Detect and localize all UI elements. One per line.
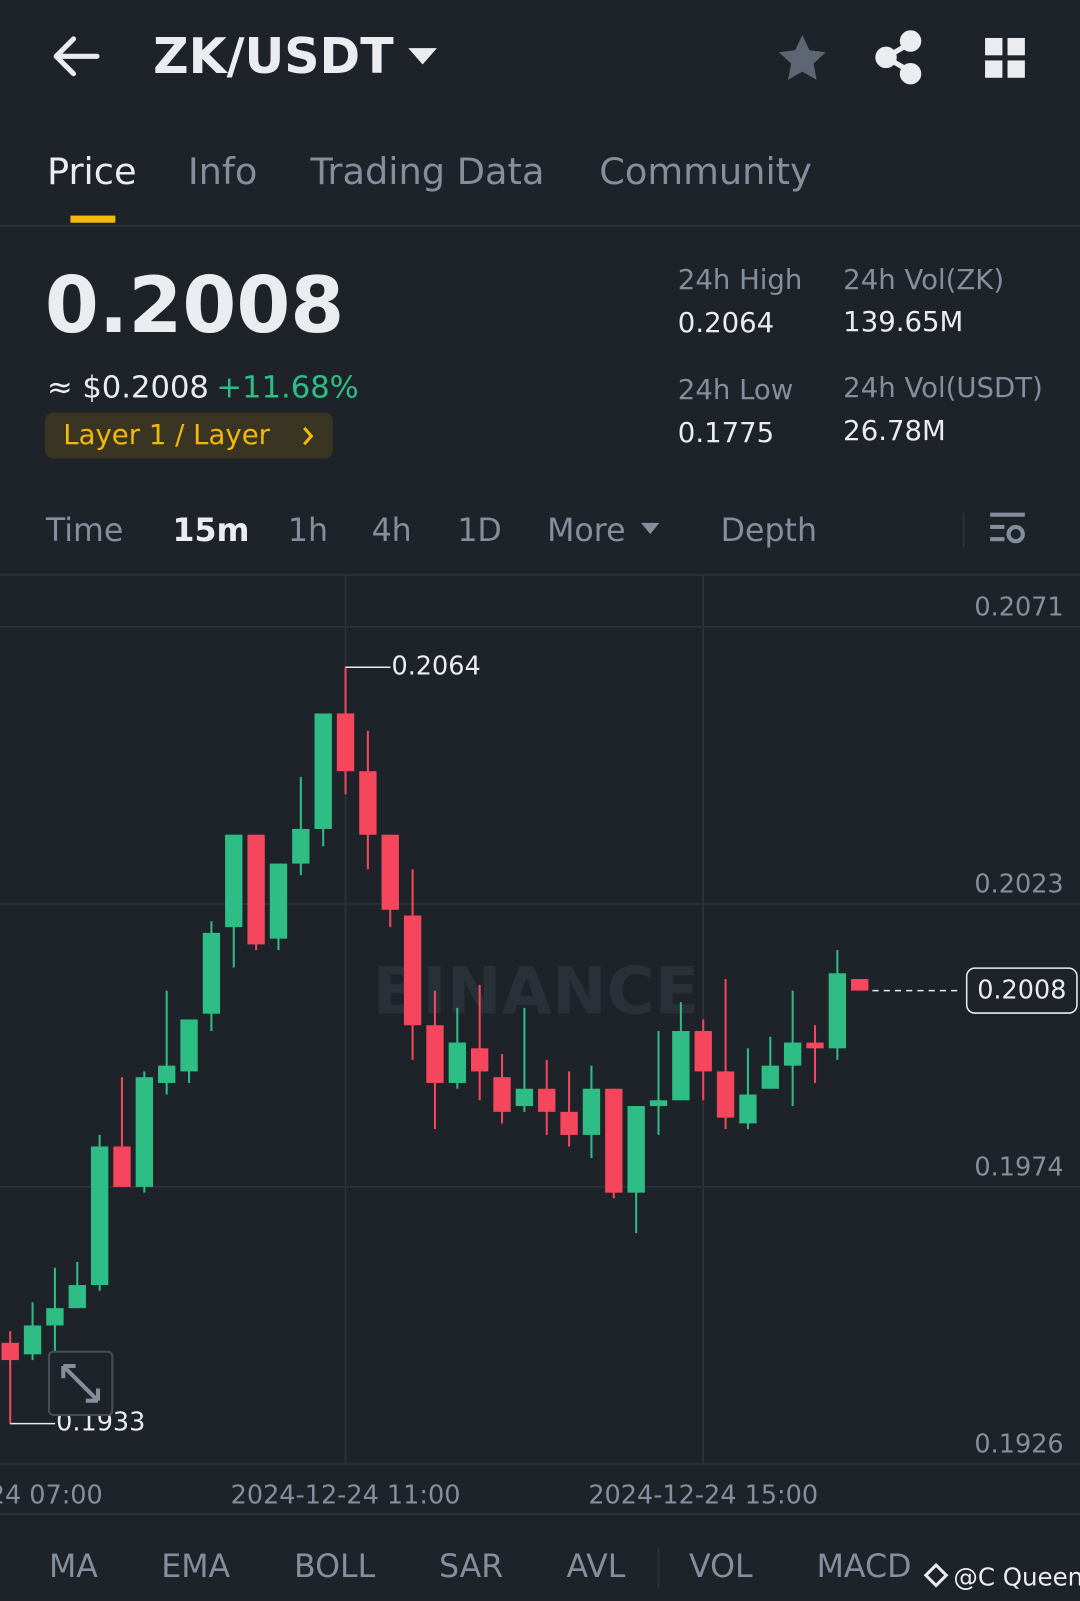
pair-dropdown[interactable] [408, 48, 437, 65]
chart-settings-icon[interactable] [990, 512, 1025, 544]
back-button[interactable] [53, 36, 100, 77]
indicator[interactable]: MA [49, 1549, 98, 1585]
candle-body [90, 1146, 109, 1286]
candle-body [225, 834, 243, 928]
tab-indicator [70, 215, 116, 223]
tab[interactable]: Community [599, 150, 812, 193]
indicator[interactable]: MACD [817, 1549, 912, 1585]
candle-body [761, 1065, 779, 1089]
candle-body [448, 1042, 466, 1083]
candle-body [470, 1048, 489, 1072]
grid-menu-icon[interactable] [985, 37, 1025, 78]
candle-body [828, 973, 847, 1049]
stat-label: 24h Vol(ZK) [843, 264, 1004, 296]
indicator[interactable]: AVL [567, 1549, 626, 1585]
expand-button[interactable] [47, 1350, 114, 1417]
y-tick-label: 0.2071 [974, 592, 1063, 622]
candle-body [336, 713, 355, 772]
candle-body [1, 1342, 19, 1361]
price-change: +11.68% [216, 371, 358, 406]
pair-title[interactable]: ZK/USDT [153, 28, 394, 85]
watermark: @C Queen [953, 1562, 1080, 1591]
candle-body [269, 863, 288, 939]
candle-body [560, 1111, 578, 1135]
watermark-icon [923, 1562, 949, 1588]
interval[interactable]: Depth [721, 513, 817, 549]
interval[interactable]: 15m [173, 513, 250, 549]
chart-watermark: BINANCE [373, 954, 700, 1030]
high-marker-label: 0.2064 [391, 651, 480, 681]
candle-body [180, 1019, 198, 1072]
candle-body [783, 1042, 802, 1066]
last-price-box [965, 967, 1078, 1014]
candle-body [716, 1071, 735, 1118]
stat-value: 0.1775 [678, 417, 774, 449]
candle-body [247, 834, 265, 945]
y-tick-label: 0.2023 [974, 870, 1063, 900]
candle-body [158, 1065, 176, 1083]
candle-body [582, 1088, 601, 1135]
stat-value: 139.65M [843, 306, 963, 338]
indicator[interactable]: VOL [689, 1549, 753, 1585]
stat-label: 24h High [678, 264, 803, 296]
candle-body [493, 1077, 511, 1112]
favorite-icon[interactable] [778, 34, 826, 80]
tab[interactable]: Price [47, 150, 137, 193]
candle-body [538, 1088, 556, 1112]
candle-body [314, 713, 332, 829]
candle-body [68, 1285, 86, 1309]
last-price: 0.2008 [45, 261, 344, 351]
last-price-label: 0.2008 [977, 976, 1066, 1006]
stat-value: 0.2064 [678, 307, 774, 339]
candlestick-chart: BINANCE 2024-12-24 07:00 2024-12-24 11:00 2… [0, 574, 1080, 1511]
candle-body [292, 828, 310, 864]
share-icon[interactable] [875, 30, 922, 85]
indicator[interactable]: SAR [439, 1549, 503, 1585]
tab[interactable]: Info [188, 150, 258, 193]
candle-body [806, 1042, 824, 1049]
tag-chip[interactable] [44, 412, 333, 459]
candle-body [359, 771, 377, 835]
interval[interactable]: 4h [372, 513, 412, 549]
candle-body [515, 1088, 534, 1107]
candle-body [649, 1100, 668, 1107]
interval[interactable]: More [547, 513, 625, 549]
candle-body [403, 915, 422, 1026]
tag-label[interactable]: Layer 1 / Layer [63, 419, 270, 451]
fiat-price: ≈ $0.2008 [47, 371, 209, 406]
candle-body [605, 1088, 623, 1193]
interval[interactable]: 1h [288, 513, 328, 549]
candle-body [113, 1146, 131, 1187]
candle-body [694, 1031, 712, 1072]
candle-body [627, 1106, 645, 1193]
indicator[interactable]: EMA [161, 1549, 230, 1585]
candle-body [672, 1031, 690, 1101]
candle-body [202, 932, 221, 1014]
candle-body [426, 1025, 444, 1083]
stat-label: 24h Vol(USDT) [843, 372, 1043, 404]
y-tick-label: 0.1974 [974, 1153, 1063, 1183]
stat-label: 24h Low [678, 374, 794, 406]
candle-body [739, 1094, 757, 1124]
indicator[interactable]: BOLL [294, 1549, 376, 1585]
stat-value: 26.78M [843, 415, 946, 447]
tab[interactable]: Trading Data [309, 150, 544, 193]
candle-body [381, 834, 399, 910]
x-tick-label: 2024-12-24 11:00 [231, 1481, 461, 1511]
candle-body [135, 1077, 154, 1187]
candle-body [23, 1325, 42, 1355]
candle-body [851, 979, 869, 991]
y-tick-label: 0.1926 [974, 1430, 1063, 1460]
x-tick-label: 2024-12-24 15:00 [588, 1481, 818, 1511]
tag-chevron [303, 426, 314, 446]
candle-body [46, 1308, 64, 1326]
x-tick-label: 2024-12-24 07:00 [0, 1481, 103, 1511]
more-dropdown[interactable] [641, 522, 660, 535]
interval[interactable]: 1D [457, 513, 501, 549]
interval[interactable]: Time [45, 513, 123, 549]
